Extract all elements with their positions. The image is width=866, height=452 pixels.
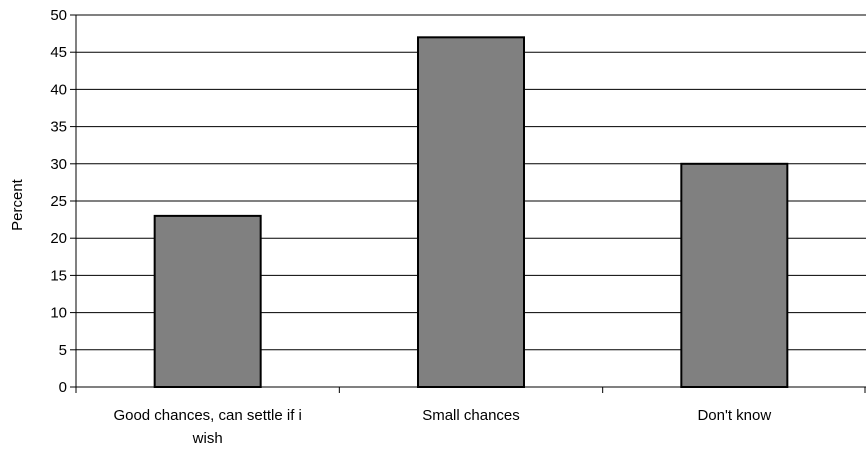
y-tick-labels: 0 5 10 15 20 25 30 35 40 45 50 [50, 7, 67, 396]
y-tick-label: 10 [50, 305, 67, 322]
x-category-label-line: Small chances [422, 407, 520, 424]
x-category-label: Don't know [697, 407, 771, 424]
bar [680, 162, 789, 388]
x-category-label: Small chances [422, 407, 520, 424]
x-category-label: Good chances, can settle if i wish [113, 407, 301, 447]
bar [417, 36, 525, 388]
y-tick-label: 25 [50, 193, 67, 210]
y-tick-label: 0 [59, 379, 67, 396]
x-category-label-line: Good chances, can settle if i [113, 407, 301, 424]
x-category-labels: Good chances, can settle if i wish Small c… [113, 407, 771, 447]
y-tick-label: 20 [50, 230, 67, 247]
y-tick-label: 35 [50, 119, 67, 136]
bar [153, 214, 262, 388]
y-tick-label: 15 [50, 267, 67, 284]
y-tick-label: 45 [50, 44, 67, 61]
y-axis-title: Percent [9, 178, 26, 231]
y-tick-label: 50 [50, 7, 67, 24]
x-category-label-line: Don't know [697, 407, 771, 424]
y-tick-label: 5 [59, 342, 67, 359]
axes [70, 14, 866, 393]
x-category-label-line: wish [192, 430, 223, 447]
y-tick-label: 40 [50, 81, 67, 98]
y-tick-label: 30 [50, 156, 67, 173]
